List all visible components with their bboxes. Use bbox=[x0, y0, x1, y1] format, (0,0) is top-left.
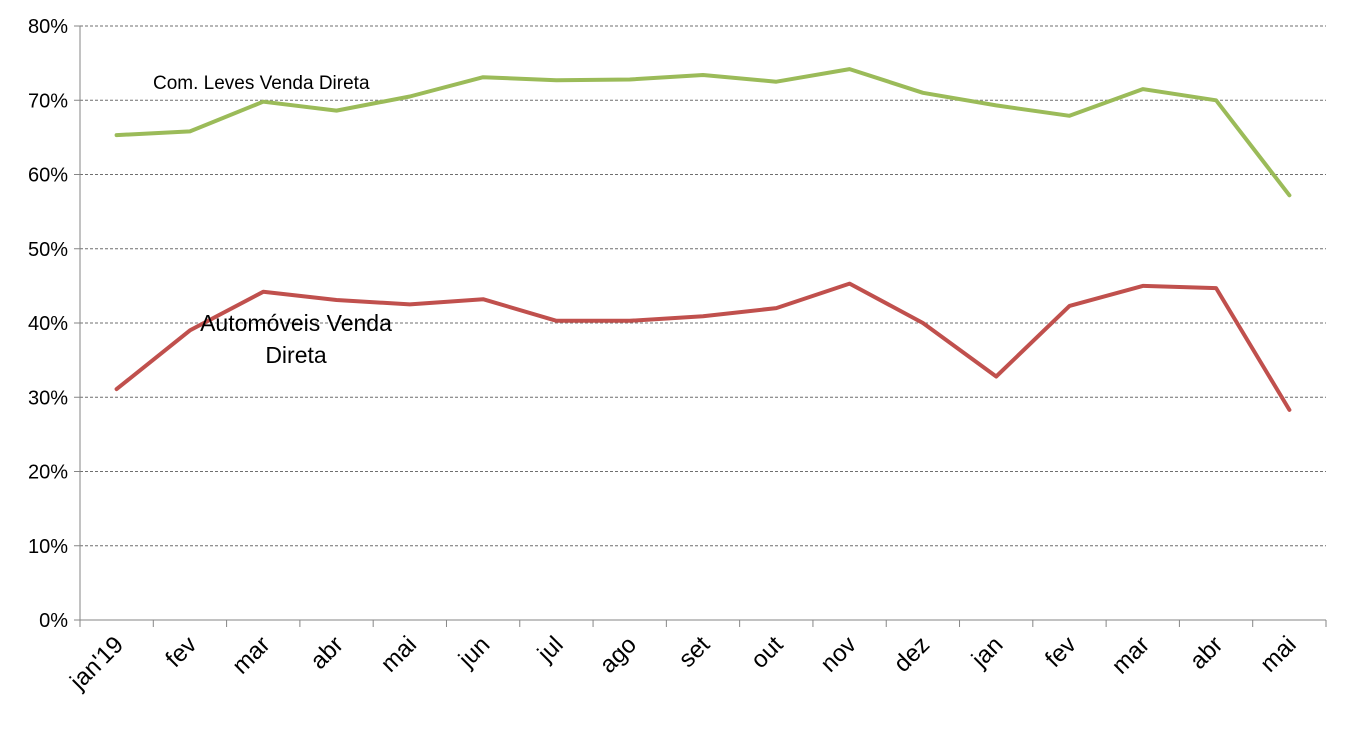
y-tick-label: 60% bbox=[28, 165, 68, 187]
x-tick-label: jan bbox=[966, 631, 1008, 673]
x-tick-label: abr bbox=[1185, 631, 1229, 675]
y-tick-label: 30% bbox=[28, 387, 68, 409]
x-tick-label: fev bbox=[160, 631, 202, 673]
x-tick-label: set bbox=[674, 631, 716, 673]
series-label-com-leves: Com. Leves Venda Direta bbox=[153, 73, 370, 94]
y-tick-label: 50% bbox=[28, 239, 68, 261]
x-tick-label: out bbox=[746, 631, 789, 674]
x-tick-label: nov bbox=[815, 631, 861, 677]
x-tick-label: abr bbox=[305, 631, 349, 675]
y-tick-label: 10% bbox=[28, 536, 68, 558]
series-line-1 bbox=[114, 281, 1292, 412]
axes bbox=[74, 25, 1327, 627]
y-axis-ticks: 0% 10% 20% 30% 40% 50% 60% 70% 80% bbox=[28, 16, 68, 632]
x-tick-label: dez bbox=[889, 631, 935, 677]
series-label-automoveis-line2: Direta bbox=[265, 342, 327, 368]
series-line-0 bbox=[114, 67, 1292, 198]
x-tick-label: mar bbox=[227, 631, 275, 679]
x-tick-label: jul bbox=[532, 631, 569, 668]
series-label-automoveis-line1: Automóveis Venda bbox=[200, 310, 392, 336]
gridlines bbox=[80, 25, 1326, 547]
y-tick-label: 80% bbox=[28, 16, 68, 38]
x-axis-ticks: jan'19 fev mar abr mai jun jul ago set out nov dez j… bbox=[64, 631, 1301, 696]
x-tick-label: mai bbox=[1255, 631, 1301, 677]
series-lines bbox=[114, 67, 1292, 412]
y-tick-label: 0% bbox=[39, 610, 68, 632]
x-tick-label: mar bbox=[1107, 631, 1155, 679]
x-tick-label: jun bbox=[453, 631, 495, 673]
x-tick-label: ago bbox=[595, 631, 642, 678]
x-tick-label: jan'19 bbox=[64, 631, 129, 696]
x-tick-label: mai bbox=[376, 631, 422, 677]
y-tick-label: 70% bbox=[28, 90, 68, 112]
y-tick-label: 40% bbox=[28, 313, 68, 335]
x-tick-label: fev bbox=[1040, 631, 1082, 673]
y-tick-label: 20% bbox=[28, 462, 68, 484]
